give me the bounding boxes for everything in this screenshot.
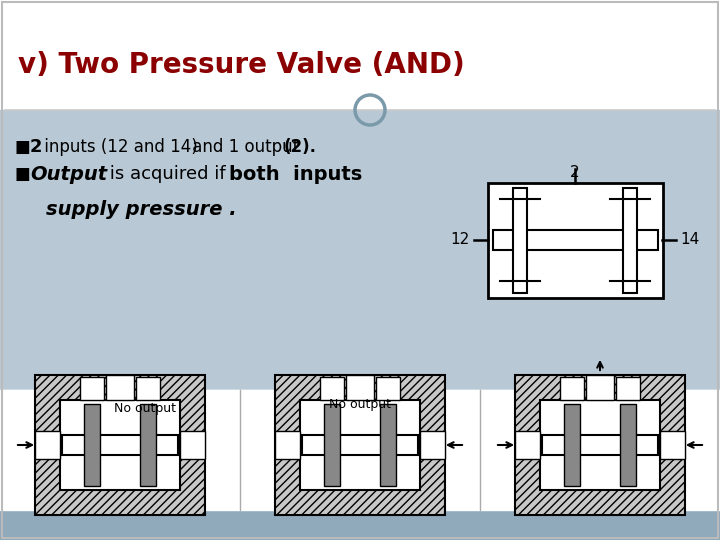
Text: is acquired if: is acquired if	[104, 165, 231, 183]
Bar	[80, 377, 104, 400]
Text: ■: ■	[14, 138, 30, 156]
Text: No output: No output	[329, 398, 391, 411]
Bar	[136, 377, 160, 400]
Bar	[60, 400, 180, 490]
Bar	[302, 435, 418, 455]
Text: No output: No output	[114, 402, 176, 415]
Bar	[513, 188, 527, 293]
Bar	[0, 510, 720, 540]
Bar	[380, 404, 396, 486]
Bar	[180, 431, 205, 459]
Text: 2: 2	[570, 165, 580, 180]
Text: inputs (12 and 14): inputs (12 and 14)	[39, 138, 198, 156]
Text: 2: 2	[30, 138, 42, 156]
Bar	[35, 375, 205, 515]
Text: and 1 output: and 1 output	[187, 138, 305, 156]
Bar	[620, 404, 636, 486]
Bar	[106, 375, 134, 400]
Text: 14: 14	[680, 233, 699, 247]
Text: (2).: (2).	[284, 138, 317, 156]
Bar	[35, 431, 60, 459]
Bar	[240, 390, 480, 510]
Bar	[540, 400, 660, 490]
Bar	[560, 377, 584, 400]
Bar	[0, 90, 720, 110]
Bar	[275, 375, 445, 515]
Bar	[275, 431, 300, 459]
Bar	[0, 390, 720, 510]
Bar	[84, 404, 100, 486]
Text: ■: ■	[14, 165, 30, 183]
Bar	[542, 435, 658, 455]
Bar	[62, 435, 178, 455]
Bar	[480, 390, 720, 510]
Text: 12: 12	[451, 233, 470, 247]
Text: both  inputs: both inputs	[229, 165, 362, 184]
Bar	[623, 188, 637, 293]
Bar	[300, 400, 420, 490]
Bar	[488, 183, 663, 298]
Text: Output: Output	[30, 165, 107, 184]
Bar	[660, 431, 685, 459]
Bar	[324, 404, 340, 486]
Text: supply pressure .: supply pressure .	[46, 200, 237, 219]
Bar	[493, 230, 658, 250]
Bar	[515, 431, 540, 459]
Bar	[515, 375, 685, 515]
Bar	[616, 377, 640, 400]
Bar	[0, 390, 240, 510]
Bar	[0, 0, 720, 90]
Bar	[564, 404, 580, 486]
Bar	[586, 375, 614, 400]
Bar	[346, 375, 374, 400]
Bar	[0, 110, 720, 390]
Bar	[420, 431, 445, 459]
Bar	[140, 404, 156, 486]
Text: v) Two Pressure Valve (AND): v) Two Pressure Valve (AND)	[18, 51, 464, 79]
Bar	[376, 377, 400, 400]
Bar	[320, 377, 344, 400]
